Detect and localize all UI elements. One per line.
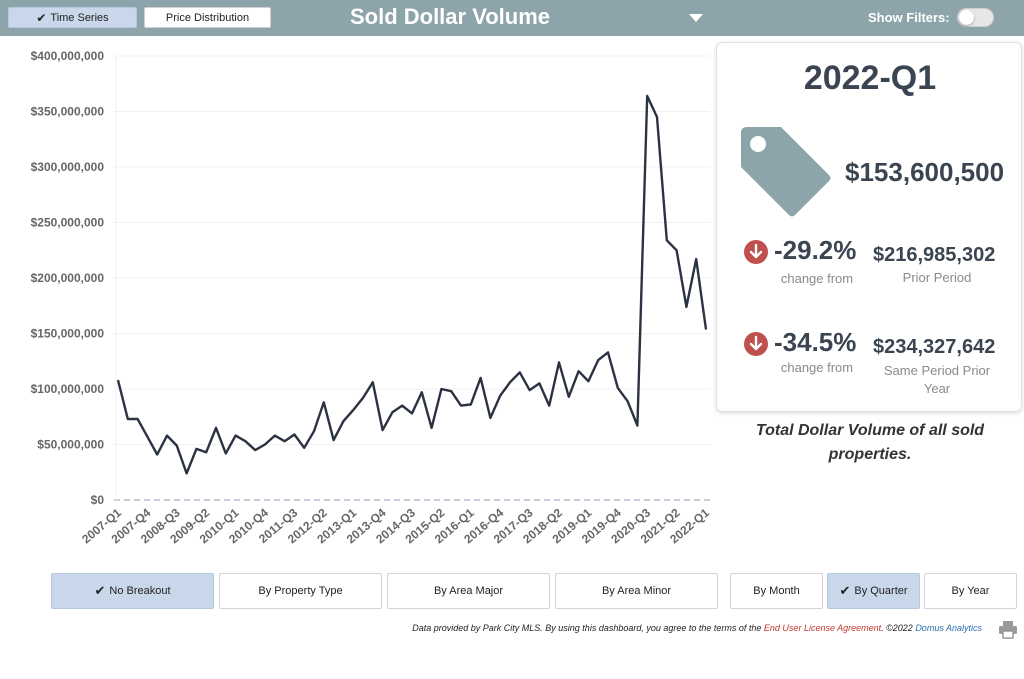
change-prior-caption: change from bbox=[780, 271, 854, 286]
prior-period-value: $216,985,302 bbox=[873, 244, 996, 266]
metric-dropdown-icon[interactable] bbox=[689, 14, 703, 22]
y-tick-label: $300,000,000 bbox=[31, 160, 105, 174]
by-area-minor-label: By Area Minor bbox=[601, 585, 672, 597]
page-title: Sold Dollar Volume bbox=[349, 4, 551, 29]
by-property-type-label: By Property Type bbox=[258, 585, 343, 597]
show-filters-toggle[interactable] bbox=[957, 8, 994, 27]
prior-period-caption: Prior Period bbox=[902, 270, 972, 285]
footer: Data provided by Park City MLS. By using… bbox=[300, 623, 982, 633]
series-line bbox=[116, 94, 708, 475]
no-breakout-button[interactable]: ✔ No Breakout bbox=[51, 573, 214, 609]
check-icon: ✔ bbox=[36, 10, 47, 25]
by-quarter-label: By Quarter bbox=[854, 585, 908, 597]
prior-year-caption: Same Period Prior Year bbox=[883, 363, 991, 396]
y-tick-label: $350,000,000 bbox=[31, 105, 105, 119]
change-prior-pct: -29.2% bbox=[774, 235, 857, 265]
change-year-pct: -34.5% bbox=[774, 327, 857, 357]
y-tick-label: $100,000,000 bbox=[31, 382, 105, 396]
by-quarter-button[interactable]: ✔ By Quarter bbox=[827, 573, 920, 609]
check-icon: ✔ bbox=[94, 583, 106, 598]
by-property-type-button[interactable]: By Property Type bbox=[219, 573, 382, 609]
by-area-minor-button[interactable]: By Area Minor bbox=[555, 573, 718, 609]
by-area-major-button[interactable]: By Area Major bbox=[387, 573, 550, 609]
y-tick-label: $50,000,000 bbox=[37, 438, 104, 452]
arrow-down-icon bbox=[744, 332, 768, 356]
y-tick-label: $250,000,000 bbox=[31, 216, 105, 230]
summary-value: $153,600,500 bbox=[845, 157, 1005, 187]
top-bar: ✔ Time Series Price Distribution Sold Do… bbox=[0, 0, 1024, 36]
tab-price-distribution[interactable]: Price Distribution bbox=[144, 7, 271, 28]
footer-copyright: . ©2022 bbox=[881, 623, 916, 633]
summary-period: 2022-Q1 bbox=[803, 59, 937, 97]
print-icon[interactable] bbox=[998, 619, 1018, 639]
summary-card: 2022-Q1 $153,600,500 -29.2% change from … bbox=[716, 42, 1022, 412]
by-year-label: By Year bbox=[951, 585, 990, 597]
eula-link[interactable]: End User License Agreement bbox=[763, 623, 882, 633]
by-year-button[interactable]: By Year bbox=[924, 573, 1017, 609]
price-tag-icon bbox=[741, 127, 831, 217]
change-year-caption: change from bbox=[780, 360, 854, 375]
y-tick-label: $150,000,000 bbox=[31, 327, 105, 341]
no-breakout-label: No Breakout bbox=[109, 585, 171, 597]
show-filters-label: Show Filters: bbox=[868, 10, 950, 25]
by-month-label: By Month bbox=[753, 585, 800, 597]
by-area-major-label: By Area Major bbox=[433, 585, 504, 597]
by-month-button[interactable]: By Month bbox=[730, 573, 823, 609]
footer-text: Data provided by Park City MLS. By using… bbox=[412, 623, 764, 633]
tab-price-distribution-label: Price Distribution bbox=[165, 11, 250, 24]
domus-link[interactable]: Domus Analytics bbox=[915, 623, 982, 633]
arrow-down-icon bbox=[744, 240, 768, 264]
tab-time-series[interactable]: ✔ Time Series bbox=[8, 7, 137, 28]
prior-year-value: $234,327,642 bbox=[873, 336, 996, 358]
toggle-knob bbox=[959, 10, 974, 25]
y-tick-label: $200,000,000 bbox=[31, 271, 105, 285]
tab-time-series-label: Time Series bbox=[50, 11, 109, 24]
line-chart: $0 $50,000,000 $100,000,000 $150,000,000 $20… bbox=[31, 49, 713, 546]
y-tick-label: $400,000,000 bbox=[31, 49, 105, 63]
check-icon: ✔ bbox=[839, 583, 851, 598]
y-tick-label: $0 bbox=[91, 493, 105, 507]
chart-caption: Total Dollar Volume of all sold properti… bbox=[755, 422, 985, 463]
